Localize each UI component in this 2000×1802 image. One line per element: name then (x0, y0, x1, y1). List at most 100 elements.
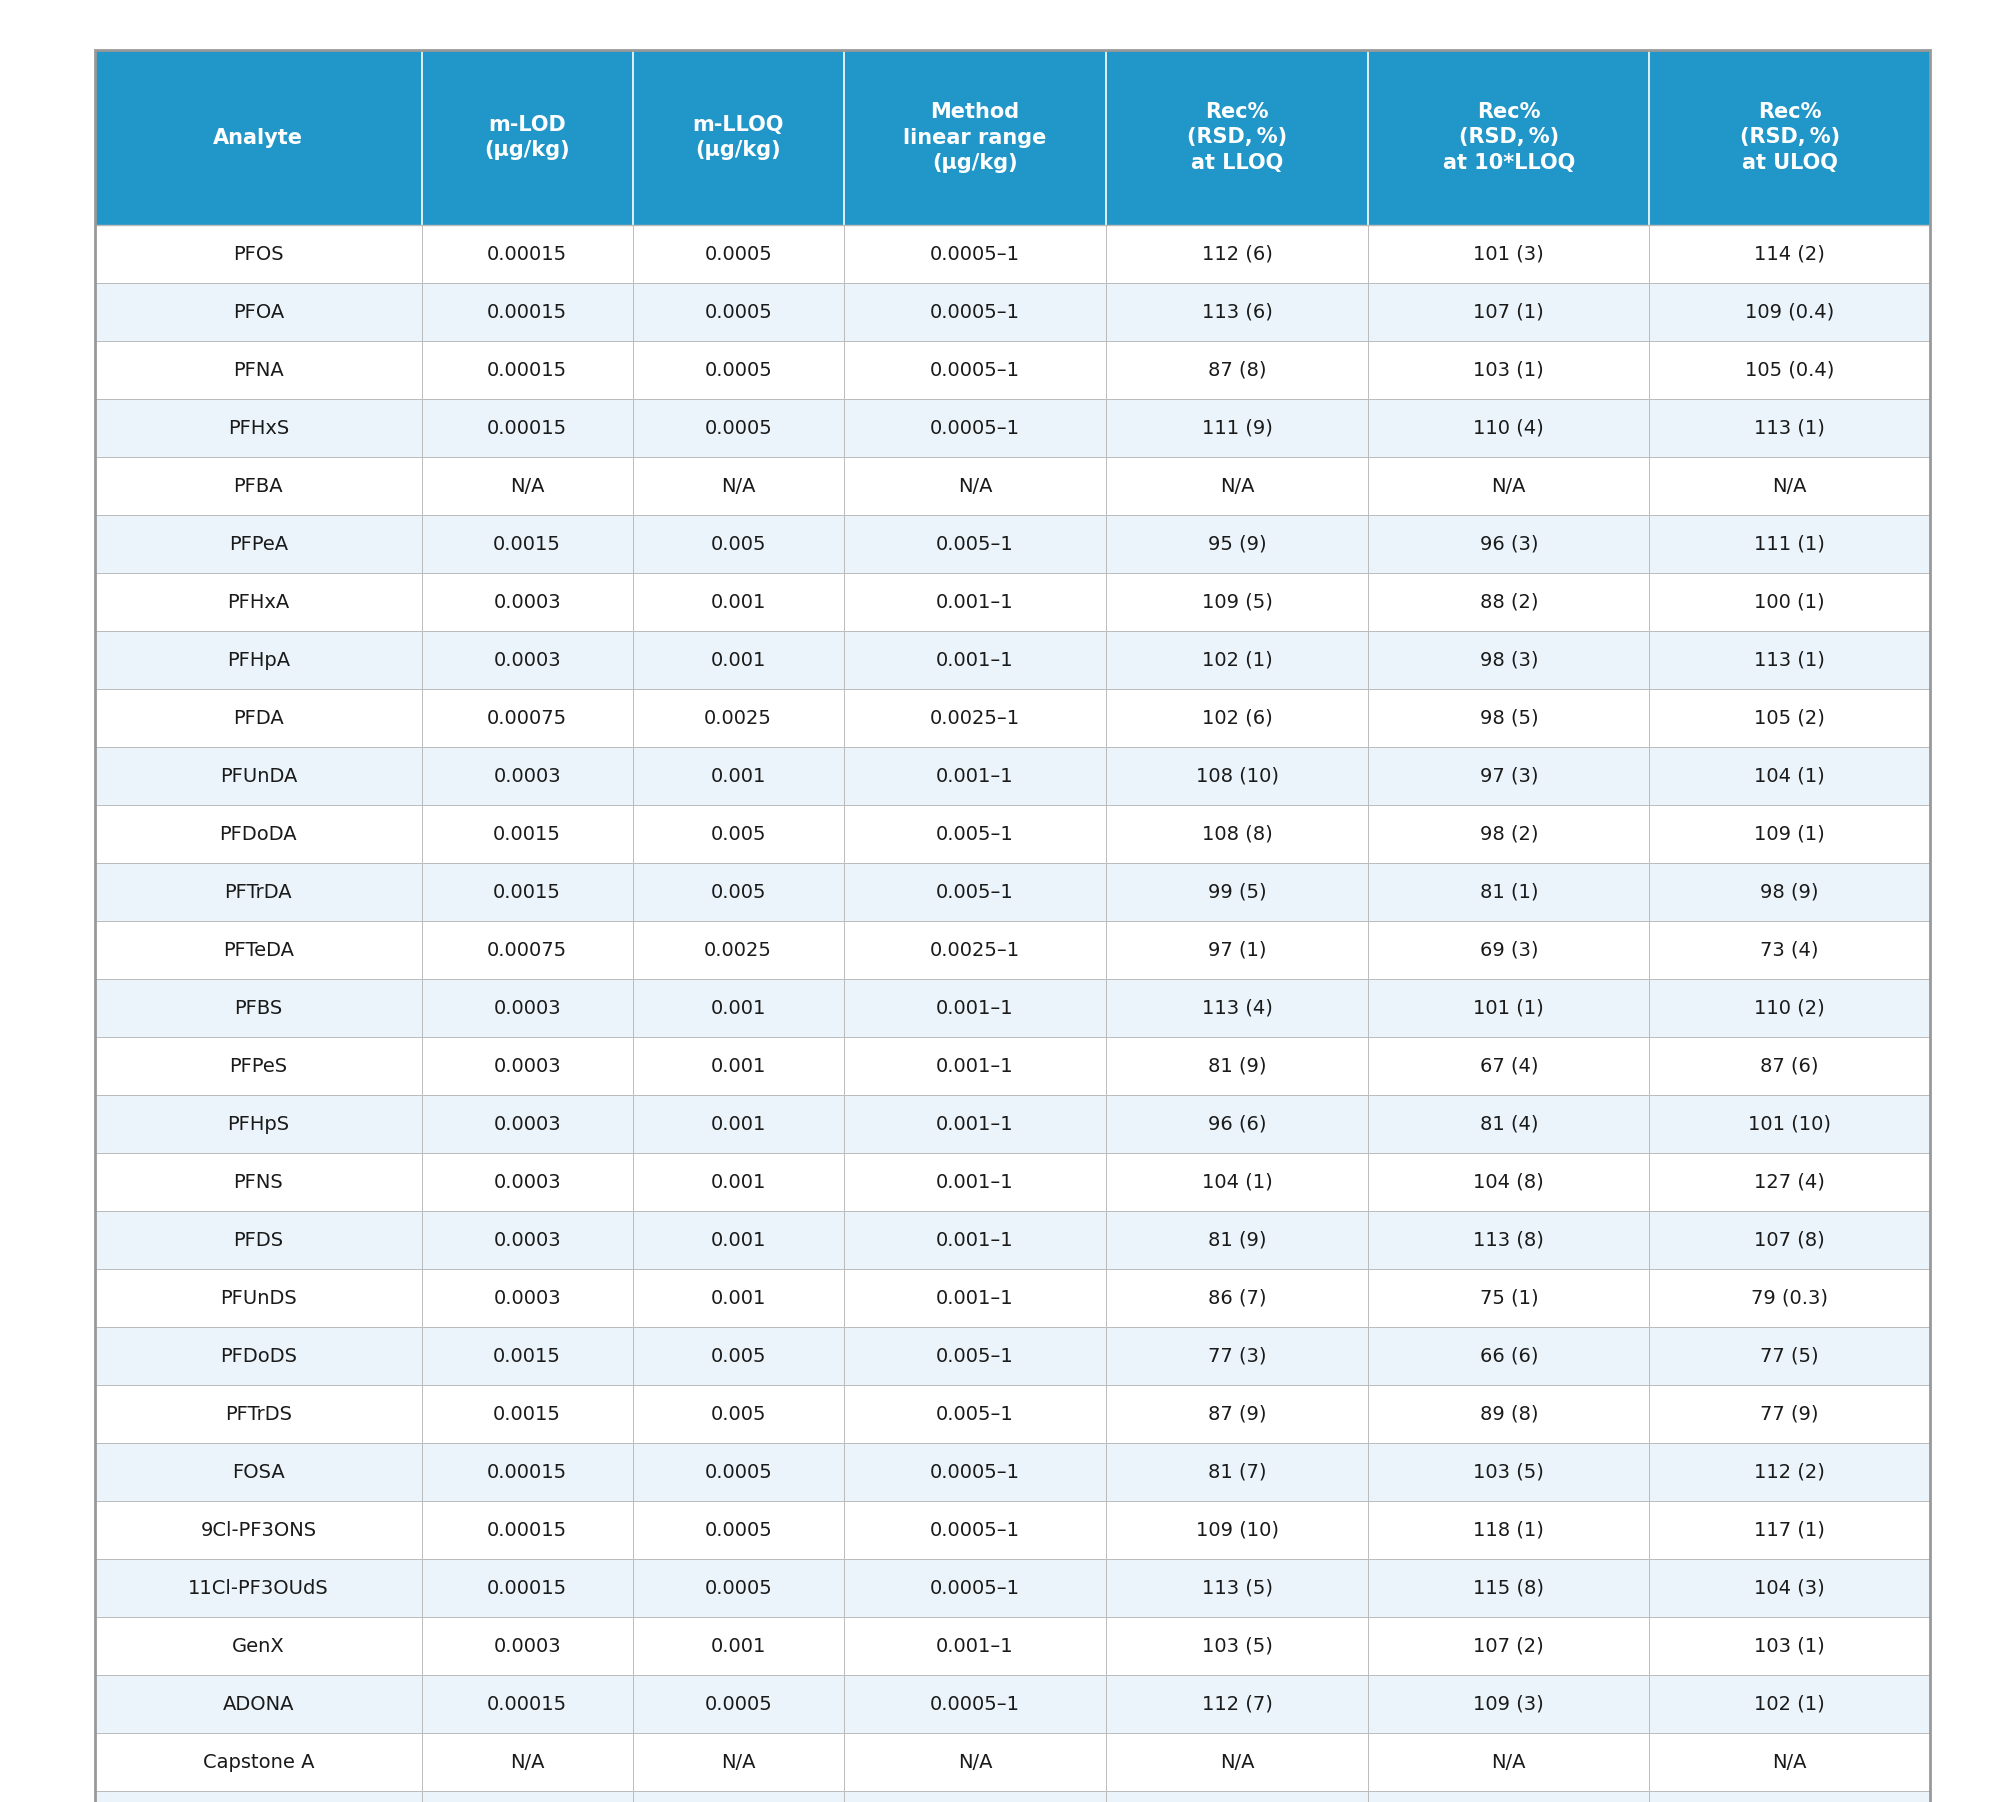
Text: 81 (1): 81 (1) (1480, 883, 1538, 901)
Text: 77 (9): 77 (9) (1760, 1404, 1818, 1424)
Text: 111 (9): 111 (9) (1202, 418, 1272, 438)
Text: PFBA: PFBA (234, 476, 284, 496)
Text: 112 (7): 112 (7) (1202, 1694, 1272, 1714)
Text: 103 (5): 103 (5) (1474, 1463, 1544, 1481)
Text: 9Cl-PF3ONS: 9Cl-PF3ONS (200, 1521, 316, 1539)
Text: 104 (1): 104 (1) (1754, 766, 1824, 786)
Text: 112 (2): 112 (2) (1754, 1463, 1826, 1481)
Text: 113 (5): 113 (5) (1202, 1579, 1272, 1598)
Text: 0.00015: 0.00015 (488, 360, 568, 380)
Bar (96, 1211, 1930, 1269)
Text: PFPeS: PFPeS (230, 1056, 288, 1076)
Text: 0.0005: 0.0005 (704, 303, 772, 321)
Text: m-LOD
(μg/kg): m-LOD (μg/kg) (484, 115, 570, 160)
Text: 0.001–1: 0.001–1 (936, 1636, 1014, 1656)
Text: 0.0003: 0.0003 (494, 593, 560, 611)
Text: 87 (8): 87 (8) (1208, 360, 1266, 380)
Text: Rec%
(RSD, %)
at 10*LLOQ: Rec% (RSD, %) at 10*LLOQ (1442, 103, 1574, 173)
Text: 109 (10): 109 (10) (1196, 1521, 1278, 1539)
Text: N/A: N/A (1772, 476, 1806, 496)
Text: 11Cl-PF3OUdS: 11Cl-PF3OUdS (188, 1579, 328, 1598)
Text: PFBS: PFBS (234, 998, 282, 1018)
Text: 81 (7): 81 (7) (1208, 1463, 1266, 1481)
Bar (96, 688, 1930, 748)
Text: PFDA: PFDA (232, 708, 284, 728)
Text: 110 (2): 110 (2) (1754, 998, 1824, 1018)
Text: 103 (1): 103 (1) (1754, 1636, 1824, 1656)
Bar (96, 1386, 1930, 1443)
Text: 113 (6): 113 (6) (1202, 303, 1272, 321)
Text: PFPeA: PFPeA (228, 535, 288, 553)
Text: Rec%
(RSD, %)
at LLOQ: Rec% (RSD, %) at LLOQ (1188, 103, 1288, 173)
Text: 67 (4): 67 (4) (1480, 1056, 1538, 1076)
Text: 86 (7): 86 (7) (1208, 1288, 1266, 1308)
Bar (96, 1036, 1930, 1096)
Text: 95 (9): 95 (9) (1208, 535, 1266, 553)
Text: 0.0005–1: 0.0005–1 (930, 418, 1020, 438)
Text: 0.0003: 0.0003 (494, 1056, 560, 1076)
Bar (96, 1326, 1930, 1386)
Text: 0.0003: 0.0003 (494, 766, 560, 786)
Text: N/A: N/A (1492, 1753, 1526, 1771)
Text: 102 (1): 102 (1) (1754, 1694, 1824, 1714)
Text: 81 (9): 81 (9) (1208, 1056, 1266, 1076)
Text: PFHpS: PFHpS (228, 1114, 290, 1133)
Text: Capstone A: Capstone A (202, 1753, 314, 1771)
Text: 102 (6): 102 (6) (1202, 708, 1272, 728)
Text: 0.0005–1: 0.0005–1 (930, 1579, 1020, 1598)
Text: 81 (4): 81 (4) (1480, 1114, 1538, 1133)
Bar (96, 631, 1930, 688)
Text: 0.0005–1: 0.0005–1 (930, 360, 1020, 380)
Text: 0.00015: 0.00015 (488, 418, 568, 438)
Text: 0.001–1: 0.001–1 (936, 593, 1014, 611)
Text: m-LLOQ
(μg/kg): m-LLOQ (μg/kg) (692, 115, 784, 160)
Text: 0.005–1: 0.005–1 (936, 1346, 1014, 1366)
Text: 97 (1): 97 (1) (1208, 941, 1266, 959)
Text: 109 (3): 109 (3) (1474, 1694, 1544, 1714)
Text: 0.0003: 0.0003 (494, 651, 560, 670)
Text: 0.0003: 0.0003 (494, 1288, 560, 1308)
Bar (96, 458, 1930, 515)
Text: 0.001: 0.001 (710, 1288, 766, 1308)
Bar (96, 1734, 1930, 1791)
Text: 0.0015: 0.0015 (494, 1404, 562, 1424)
Text: PFUnDS: PFUnDS (220, 1288, 296, 1308)
Text: 0.001–1: 0.001–1 (936, 1173, 1014, 1191)
Text: PFOA: PFOA (232, 303, 284, 321)
Text: 0.005–1: 0.005–1 (936, 883, 1014, 901)
Text: 77 (5): 77 (5) (1760, 1346, 1818, 1366)
Text: 0.00015: 0.00015 (488, 1463, 568, 1481)
Text: 107 (1): 107 (1) (1474, 303, 1544, 321)
Text: 102 (1): 102 (1) (1202, 651, 1272, 670)
Text: 97 (3): 97 (3) (1480, 766, 1538, 786)
Bar (96, 921, 1930, 978)
Text: 0.0015: 0.0015 (494, 883, 562, 901)
Text: 101 (1): 101 (1) (1474, 998, 1544, 1018)
Text: N/A: N/A (510, 476, 544, 496)
Bar (96, 225, 1930, 283)
Bar (96, 1269, 1930, 1326)
Text: 103 (5): 103 (5) (1202, 1636, 1272, 1656)
Text: 100 (1): 100 (1) (1754, 593, 1824, 611)
Bar (96, 805, 1930, 863)
Text: N/A: N/A (1772, 1753, 1806, 1771)
Text: N/A: N/A (958, 1753, 992, 1771)
Text: 98 (2): 98 (2) (1480, 825, 1538, 843)
Bar (96, 573, 1930, 631)
Text: PFUnDA: PFUnDA (220, 766, 298, 786)
Bar (96, 1791, 1930, 1802)
Text: 108 (10): 108 (10) (1196, 766, 1278, 786)
Text: PFTrDA: PFTrDA (224, 883, 292, 901)
Text: 0.0005–1: 0.0005–1 (930, 1521, 1020, 1539)
Text: 77 (3): 77 (3) (1208, 1346, 1266, 1366)
Text: ADONA: ADONA (222, 1694, 294, 1714)
Text: 0.001: 0.001 (710, 651, 766, 670)
Text: 0.001: 0.001 (710, 1114, 766, 1133)
Bar (96, 1096, 1930, 1153)
Text: 0.005–1: 0.005–1 (936, 1404, 1014, 1424)
Text: 0.0005: 0.0005 (704, 360, 772, 380)
Text: 117 (1): 117 (1) (1754, 1521, 1826, 1539)
Text: 0.0003: 0.0003 (494, 1231, 560, 1249)
Text: N/A: N/A (1220, 476, 1254, 496)
Text: 69 (3): 69 (3) (1480, 941, 1538, 959)
